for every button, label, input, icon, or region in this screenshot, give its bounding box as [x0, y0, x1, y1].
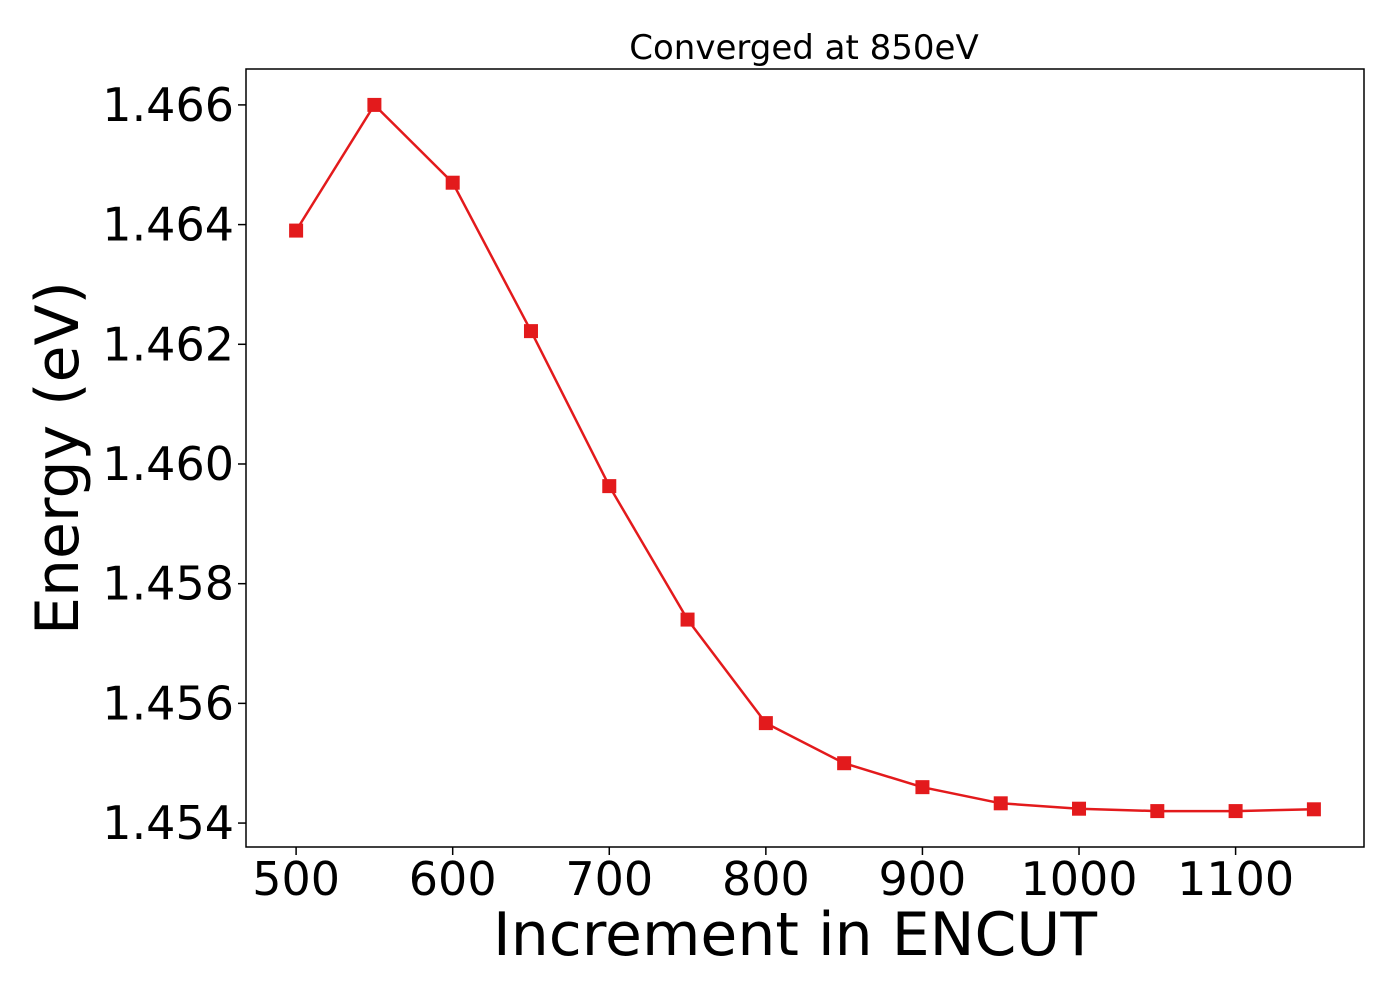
x-tick-label: 800 — [722, 852, 810, 906]
data-point-marker — [523, 324, 538, 339]
x-axis: 500 600 700 800 900 1000 1100 — [252, 847, 1294, 906]
data-point-marker — [1228, 804, 1243, 819]
data-point-marker — [1306, 802, 1321, 817]
y-tick-label: 1.456 — [102, 676, 234, 730]
data-point-marker — [1072, 801, 1087, 816]
data-point-marker — [915, 780, 930, 795]
series-line — [295, 103, 1314, 813]
x-tick-label: 500 — [252, 852, 340, 906]
y-tick-label: 1.460 — [102, 437, 234, 491]
y-tick-label: 1.454 — [102, 796, 234, 850]
x-axis-label: Increment in ENCUT — [493, 900, 1097, 970]
data-point-marker — [367, 97, 382, 112]
data-point-marker — [758, 716, 773, 731]
data-point-marker — [289, 223, 304, 238]
data-point-marker — [1150, 804, 1165, 819]
y-axis-label: Energy (eV) — [23, 281, 93, 635]
data-point-marker — [445, 175, 460, 190]
x-tick-label: 900 — [879, 852, 967, 906]
plot-area-frame — [245, 68, 1365, 848]
data-point-marker — [602, 479, 617, 494]
x-tick-label: 700 — [565, 852, 653, 906]
series-layer — [289, 97, 1321, 819]
y-tick-label: 1.462 — [102, 317, 234, 371]
x-tick-label: 1100 — [1177, 852, 1294, 906]
x-tick-label: 1000 — [1020, 852, 1137, 906]
x-tick-label: 600 — [409, 852, 497, 906]
y-axis: 1.454 1.456 1.458 1.460 1.462 1.464 1.466 — [102, 78, 246, 850]
chart-title: Converged at 850eV — [629, 28, 978, 68]
data-point-marker — [837, 756, 852, 771]
data-point-marker — [993, 796, 1008, 811]
y-tick-label: 1.466 — [102, 78, 234, 132]
data-point-marker — [680, 612, 695, 627]
y-tick-label: 1.464 — [102, 198, 234, 252]
y-tick-label: 1.458 — [102, 557, 234, 611]
